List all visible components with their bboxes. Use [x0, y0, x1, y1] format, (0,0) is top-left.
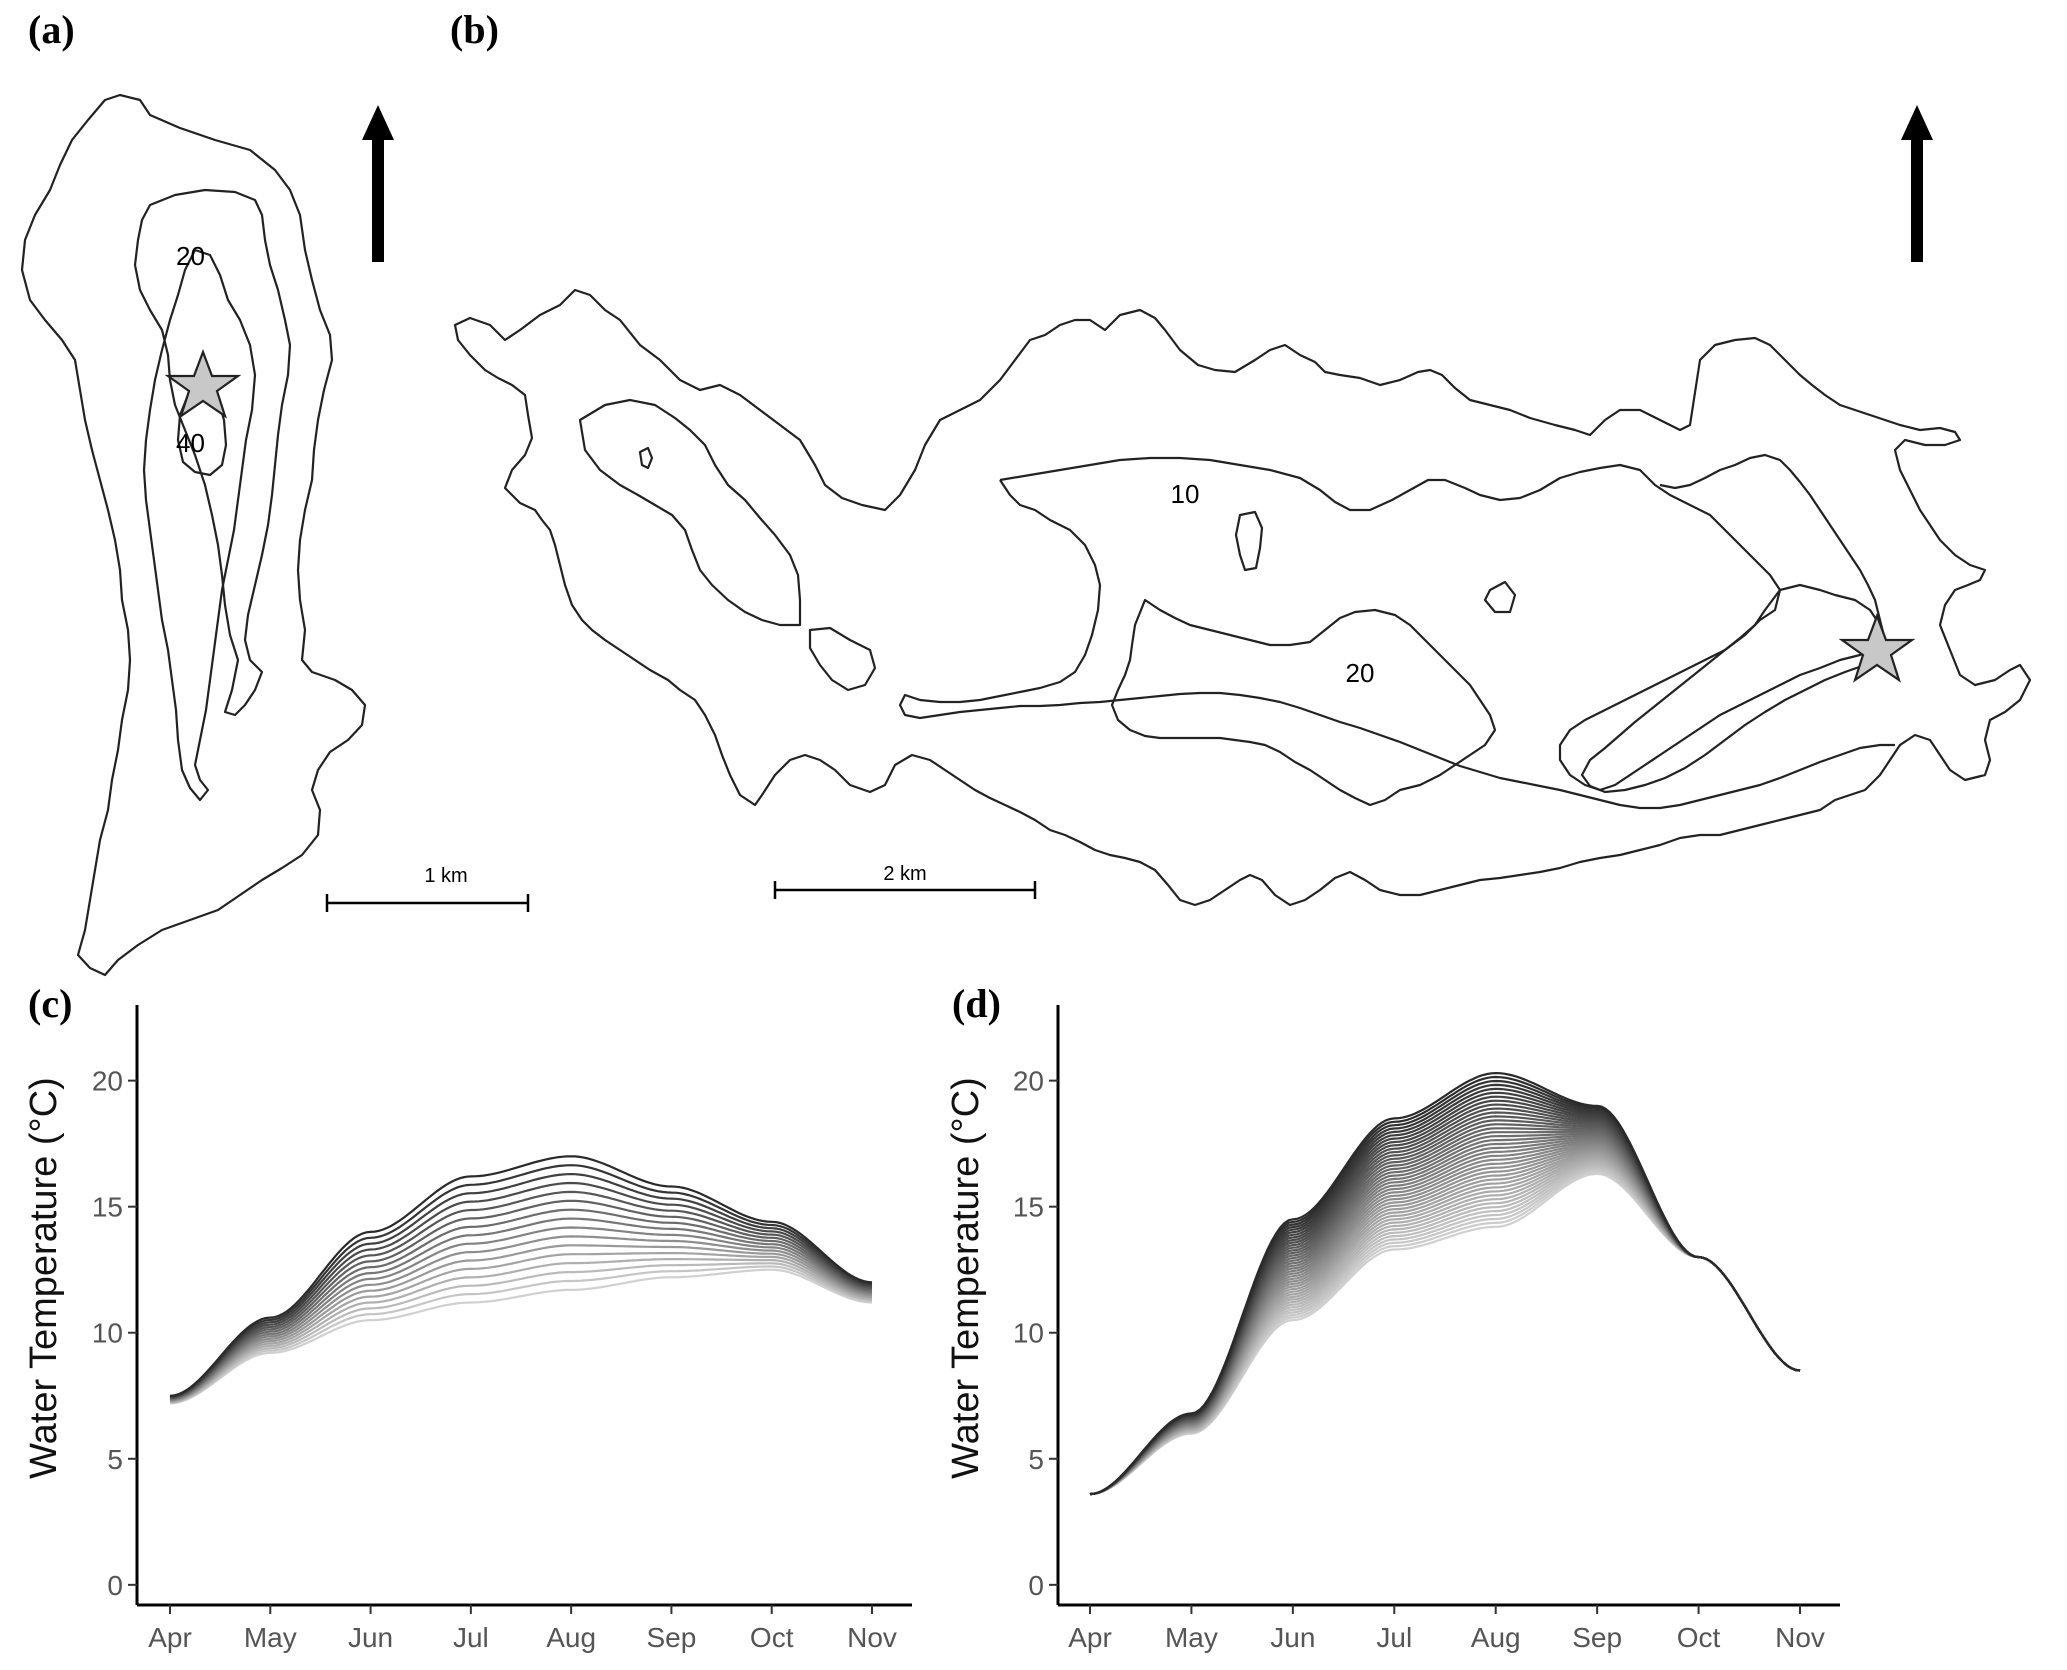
- y-tick-label: 20: [92, 1066, 123, 1097]
- lake-b-island-2: [808, 626, 877, 692]
- lake-b-contour-20-east: [1580, 583, 1887, 794]
- depth-series-line: [1089, 1164, 1801, 1496]
- x-tick-label: Oct: [750, 1622, 794, 1653]
- lake-b-contour-10-main: [898, 479, 1895, 810]
- depth-series-line: [169, 1257, 873, 1403]
- depth-series-line: [1089, 1103, 1801, 1496]
- x-tick-label: Aug: [1471, 1622, 1521, 1653]
- depth-series-line: [169, 1251, 873, 1403]
- x-tick-label: Nov: [1775, 1622, 1825, 1653]
- x-tick-label: Jun: [348, 1622, 393, 1653]
- x-tick-label: Jul: [1376, 1622, 1412, 1653]
- chart-c-series: [169, 1155, 873, 1405]
- panel-label-a: (a): [28, 7, 75, 52]
- map-a-scale-bar: [325, 894, 530, 912]
- panel-label-d: (d): [952, 981, 1001, 1026]
- y-tick-label: 5: [107, 1444, 123, 1475]
- lake-b-shoreline: [453, 288, 2032, 907]
- x-tick-label: Oct: [1677, 1622, 1721, 1653]
- lake-a-contour-20-inner: [142, 248, 257, 802]
- depth-series-line: [1089, 1099, 1801, 1496]
- map-a-contour-label-20: 20: [176, 241, 205, 271]
- map-b-site-star-icon: [1838, 612, 1916, 683]
- depth-series-line: [1089, 1146, 1801, 1496]
- chart-c: 0 5 10 15 20 Apr May Jun Jul Aug Sep Oct Nov Water T…: [23, 1005, 912, 1653]
- x-tick-label: Sep: [1572, 1622, 1622, 1653]
- panel-label-b: (b): [450, 7, 499, 52]
- lake-b-contour-10-west: [578, 398, 802, 627]
- depth-series-line: [1089, 1172, 1801, 1496]
- lake-b-island-4: [1483, 580, 1517, 614]
- depth-series-line: [169, 1235, 873, 1402]
- lake-a-contour-20: [133, 188, 292, 717]
- lake-a-shoreline: [20, 93, 367, 977]
- chart-d-ticks: 0 5 10 15 20 Apr May Jun Jul Aug Sep Oct Nov: [1013, 1066, 1825, 1653]
- y-tick-label: 5: [1028, 1444, 1044, 1475]
- depth-series-line: [1089, 1158, 1801, 1496]
- depth-series-line: [1089, 1107, 1801, 1496]
- map-a: [20, 93, 367, 977]
- depth-series-line: [1089, 1160, 1801, 1496]
- y-tick-label: 0: [107, 1570, 123, 1601]
- y-tick-label: 15: [92, 1192, 123, 1223]
- map-a-north-arrow-icon: [362, 105, 394, 262]
- lake-b-island-1: [638, 446, 654, 470]
- depth-series-line: [1089, 1143, 1801, 1496]
- map-b: [453, 288, 2032, 907]
- depth-series-line: [169, 1181, 873, 1399]
- lake-b-island-3: [1234, 510, 1264, 572]
- map-b-scale-bar: [773, 881, 1037, 899]
- depth-series-line: [169, 1155, 873, 1397]
- x-tick-label: May: [1165, 1622, 1218, 1653]
- y-tick-label: 10: [1013, 1318, 1044, 1349]
- y-tick-label: 20: [1013, 1066, 1044, 1097]
- depth-series-line: [169, 1244, 873, 1402]
- lake-b-contour-20: [1110, 598, 1497, 807]
- lake-b-contour-10: [999, 453, 1887, 792]
- chart-c-axes: [135, 1005, 912, 1607]
- map-b-contour-label-20: 20: [1346, 658, 1375, 688]
- map-a-site-star-icon: [164, 348, 242, 419]
- chart-c-y-axis-title: Water Temperature (°C): [23, 1077, 65, 1479]
- panel-label-c: (c): [28, 981, 73, 1026]
- depth-series-line: [169, 1199, 873, 1400]
- depth-series-line: [1089, 1071, 1801, 1496]
- x-tick-label: May: [244, 1622, 297, 1653]
- map-b-north-arrow-icon: [1901, 105, 1933, 262]
- map-a-scale-label: 1 km: [424, 865, 467, 887]
- map-a-contour-label-40: 40: [176, 428, 205, 458]
- depth-series-line: [169, 1226, 873, 1401]
- depth-series-line: [169, 1164, 873, 1398]
- chart-d: 0 5 10 15 20 Apr May Jun Jul Aug Sep Oct Nov Water T…: [945, 1005, 1840, 1653]
- depth-series-line: [169, 1217, 873, 1401]
- x-tick-label: Aug: [546, 1622, 596, 1653]
- x-tick-label: Jul: [453, 1622, 489, 1653]
- depth-series-line: [1089, 1095, 1801, 1496]
- chart-c-ticks: 0 5 10 15 20 Apr May Jun Jul Aug Sep Oct Nov: [92, 1066, 897, 1653]
- y-tick-label: 10: [92, 1318, 123, 1349]
- chart-d-y-axis-title: Water Temperature (°C): [945, 1077, 987, 1479]
- x-tick-label: Jun: [1270, 1622, 1315, 1653]
- depth-series-line: [1089, 1155, 1801, 1496]
- map-b-scale-label: 2 km: [883, 863, 926, 885]
- depth-series-line: [169, 1262, 873, 1404]
- depth-series-line: [169, 1190, 873, 1399]
- map-b-contour-label-10: 10: [1171, 479, 1200, 509]
- chart-d-series: [1089, 1071, 1801, 1496]
- depth-series-line: [169, 1172, 873, 1398]
- depth-series-line: [1089, 1167, 1801, 1496]
- x-tick-label: Nov: [847, 1622, 897, 1653]
- chart-d-axes: [1056, 1005, 1840, 1607]
- depth-series-line: [169, 1265, 873, 1404]
- y-tick-label: 0: [1028, 1570, 1044, 1601]
- x-tick-label: Apr: [148, 1622, 192, 1653]
- depth-series-line: [1089, 1134, 1801, 1496]
- depth-series-line: [169, 1208, 873, 1400]
- depth-series-line: [1089, 1137, 1801, 1496]
- x-tick-label: Sep: [647, 1622, 697, 1653]
- depth-series-line: [169, 1268, 873, 1405]
- x-tick-label: Apr: [1068, 1622, 1112, 1653]
- y-tick-label: 15: [1013, 1192, 1044, 1223]
